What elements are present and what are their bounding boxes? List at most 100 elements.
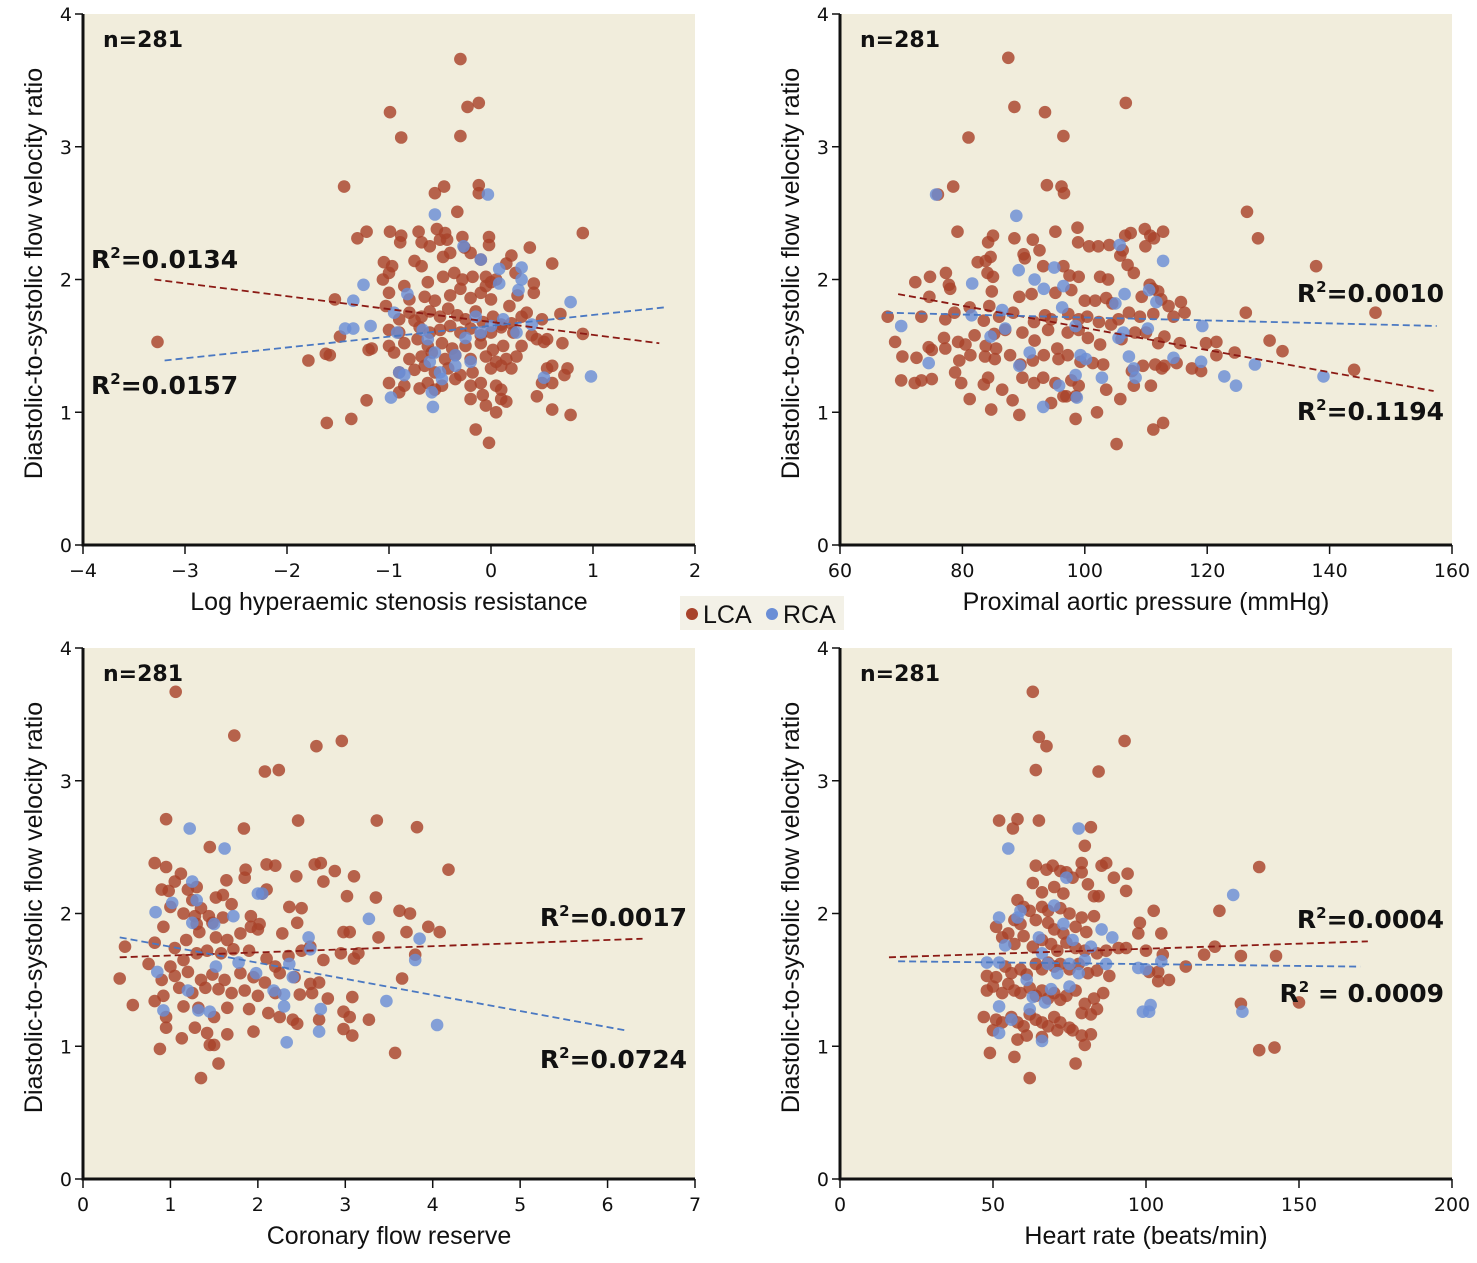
point-lca: [1292, 996, 1306, 1009]
point-lca: [1088, 294, 1102, 308]
point-lca: [207, 1038, 221, 1052]
point-lca: [433, 310, 447, 324]
point-lca: [915, 374, 928, 387]
y-tick-label: 3: [60, 137, 72, 159]
r-squared-lca: R2=0.1194: [1297, 396, 1444, 426]
point-lca: [545, 257, 559, 270]
point-rca: [515, 261, 528, 274]
point-lca: [1002, 51, 1015, 65]
point-rca: [249, 966, 263, 980]
point-lca: [963, 392, 976, 406]
point-lca: [346, 990, 359, 1004]
point-rca: [1226, 888, 1240, 902]
point-lca: [1347, 363, 1361, 377]
point-lca: [360, 225, 373, 238]
point-lca: [382, 286, 396, 300]
point-lca: [345, 412, 358, 426]
point-lca: [1013, 290, 1026, 304]
sample-size-label: n=281: [103, 662, 183, 687]
y-tick-label: 1: [817, 1036, 829, 1058]
y-tick-label: 2: [817, 270, 829, 292]
legend-marker-lca: [686, 608, 698, 620]
x-tick-label: −1: [375, 560, 403, 582]
point-lca: [1084, 1028, 1098, 1041]
point-lca: [412, 225, 425, 238]
point-lca: [959, 338, 972, 351]
point-rca: [149, 905, 162, 919]
point-lca: [896, 350, 909, 363]
point-rca: [998, 939, 1012, 952]
point-lca: [1144, 379, 1158, 393]
panel-hr: 0 1 2 3 4 0 50 100 150 200 Heart rate (beats/min) D…: [777, 638, 1470, 1250]
point-rca: [1144, 998, 1157, 1012]
point-lca: [939, 266, 953, 280]
point-rca: [1035, 1034, 1049, 1048]
x-tick-label: 6: [602, 1194, 614, 1216]
y-tick-label: 3: [817, 137, 829, 159]
point-lca: [500, 395, 513, 408]
point-lca: [1026, 940, 1040, 953]
point-lca: [159, 1021, 173, 1034]
point-rca: [1109, 297, 1122, 310]
point-rca: [998, 322, 1012, 335]
point-lca: [388, 1046, 402, 1060]
legend-marker-rca: [766, 608, 778, 620]
point-rca: [1099, 957, 1113, 971]
point-lca: [216, 911, 230, 924]
point-lca: [1096, 986, 1110, 1000]
point-lca: [188, 1021, 202, 1034]
point-lca: [283, 900, 296, 914]
point-lca: [1147, 423, 1160, 436]
point-lca: [1029, 913, 1043, 927]
point-rca: [1156, 254, 1170, 268]
y-tick-label: 4: [60, 638, 72, 660]
point-lca: [1003, 348, 1017, 362]
y-axis-label: Diastolic-to-systolic flow velocity rati…: [20, 702, 48, 1113]
point-lca: [162, 884, 175, 898]
point-lca: [479, 350, 493, 363]
point-lca: [272, 763, 286, 777]
point-rca: [1117, 326, 1130, 339]
point-lca: [915, 310, 928, 324]
point-lca: [981, 371, 995, 385]
point-lca: [925, 372, 939, 386]
point-lca: [387, 346, 401, 359]
point-lca: [1026, 876, 1040, 890]
point-lca: [962, 131, 975, 144]
y-tick-label: 0: [817, 1169, 829, 1191]
point-rca: [1011, 911, 1024, 924]
point-rca: [1013, 359, 1026, 373]
point-lca: [1041, 323, 1055, 337]
point-lca: [1082, 240, 1096, 253]
point-lca: [466, 366, 479, 379]
point-lca: [1036, 259, 1050, 273]
point-lca: [464, 291, 477, 305]
point-lca: [234, 966, 247, 980]
point-lca: [340, 889, 354, 903]
point-lca: [1121, 867, 1134, 880]
point-lca: [190, 947, 203, 960]
point-lca: [1101, 273, 1115, 286]
y-axis-label: Diastolic-to-systolic flow velocity rati…: [777, 702, 805, 1113]
point-lca: [251, 923, 265, 936]
y-tick-label: 2: [60, 270, 72, 292]
point-lca: [442, 863, 455, 876]
point-lca: [221, 1001, 234, 1015]
point-lca: [978, 350, 992, 363]
point-lca: [258, 976, 272, 989]
point-lca: [1103, 969, 1116, 983]
point-rca: [1150, 295, 1163, 309]
point-lca: [1122, 306, 1136, 320]
legend: LCA RCA: [680, 596, 844, 630]
point-lca: [221, 1028, 234, 1041]
point-lca: [1228, 346, 1241, 359]
point-lca: [403, 907, 417, 920]
point-lca: [1047, 880, 1061, 894]
x-tick-label: −4: [69, 560, 97, 582]
point-lca: [293, 988, 307, 1001]
trendline-rca: [119, 936, 626, 1032]
points: [151, 52, 598, 450]
point-lca: [1006, 306, 1020, 320]
point-lca: [382, 376, 396, 390]
